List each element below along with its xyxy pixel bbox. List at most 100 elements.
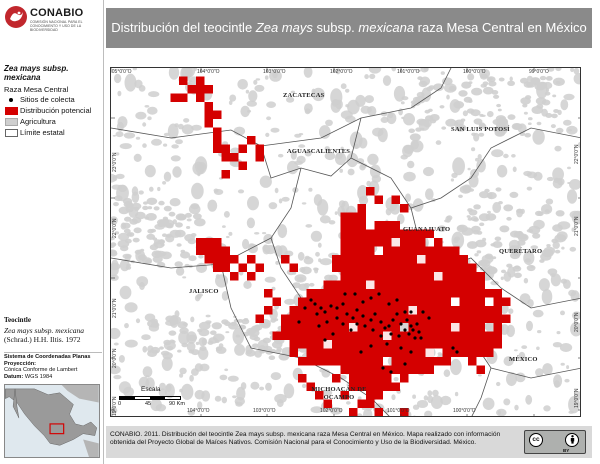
distribution-cell — [204, 110, 213, 119]
agriculture-patch — [523, 277, 529, 284]
distribution-cell — [459, 348, 468, 357]
distribution-cell — [408, 229, 417, 238]
distribution-cell — [349, 408, 358, 416]
agriculture-patch — [540, 252, 552, 261]
distribution-cell — [221, 153, 230, 162]
distribution-cell — [374, 255, 383, 264]
distribution-cell — [383, 272, 392, 281]
distribution-cell — [221, 255, 230, 264]
agriculture-patch — [145, 213, 157, 221]
agriculture-patch — [131, 202, 142, 210]
agriculture-patch — [310, 230, 322, 242]
distribution-cell — [196, 238, 205, 247]
collection-site-point — [413, 336, 417, 340]
agriculture-patch — [193, 68, 197, 71]
agriculture-patch — [553, 109, 559, 113]
bottom-tick-label: 101°0'0"O — [387, 408, 410, 414]
agriculture-patch — [319, 125, 331, 139]
agriculture-patch — [186, 341, 196, 352]
agriculture-patch — [115, 152, 120, 156]
agriculture-patch — [303, 68, 313, 78]
distribution-cell — [459, 280, 468, 289]
distribution-cell — [315, 289, 324, 298]
agriculture-patch — [510, 230, 520, 238]
agriculture-patch — [175, 139, 183, 145]
distribution-cell — [417, 314, 426, 323]
agriculture-patch — [496, 164, 508, 178]
distribution-cell — [400, 289, 409, 298]
distribution-cell — [340, 221, 349, 230]
agriculture-patch — [403, 113, 415, 126]
agriculture-patch — [157, 222, 165, 228]
agriculture-patch — [439, 105, 445, 109]
agriculture-patch — [177, 349, 182, 353]
agriculture-patch — [458, 194, 463, 198]
distribution-cell — [400, 297, 409, 306]
collection-site-point — [341, 302, 345, 306]
distribution-cell — [357, 238, 366, 247]
agriculture-patch — [462, 110, 468, 117]
agriculture-patch — [162, 181, 167, 185]
agriculture-patch — [287, 160, 299, 175]
agriculture-patch — [471, 87, 483, 96]
distribution-cell — [255, 314, 264, 323]
agriculture-patch — [440, 395, 452, 406]
agriculture-patch — [198, 328, 210, 337]
agriculture-patch — [252, 343, 259, 349]
distribution-cell — [230, 272, 239, 281]
distribution-cell — [417, 365, 426, 374]
top-tick-label: 101°0'0"O — [397, 69, 420, 75]
agriculture-patch — [174, 310, 180, 318]
scale-bar: Escala 0 45 90 Km — [115, 386, 189, 414]
distribution-cell — [255, 263, 264, 272]
agriculture-patch — [131, 186, 139, 196]
agriculture-patch — [368, 68, 382, 74]
distribution-cell — [187, 85, 196, 94]
distribution-cell — [349, 221, 358, 230]
agriculture-patch — [155, 404, 167, 412]
agriculture-patch — [425, 188, 434, 200]
agriculture-patch — [198, 254, 204, 259]
agriculture-patch — [455, 123, 467, 132]
agriculture-patch — [147, 228, 154, 234]
bottom-tick-label: 100°0'0"O — [453, 408, 476, 414]
collection-site-point — [415, 322, 419, 326]
agriculture-patch — [355, 94, 366, 107]
agriculture-patch — [224, 321, 231, 327]
collection-site-point — [349, 328, 353, 332]
agriculture-patch — [191, 182, 204, 200]
agriculture-patch — [219, 374, 228, 381]
agriculture-patch — [310, 406, 324, 414]
distribution-cell — [400, 272, 409, 281]
creative-commons-badge[interactable]: cc BY — [524, 430, 586, 454]
distribution-cell — [425, 255, 434, 264]
distribution-cell — [298, 374, 307, 383]
distribution-cell — [383, 263, 392, 272]
distribution-cell — [366, 246, 375, 255]
agriculture-patch — [514, 349, 518, 352]
collection-site-point — [397, 334, 401, 338]
distribution-cell — [366, 348, 375, 357]
distribution-cell — [408, 280, 417, 289]
agriculture-patch — [181, 68, 193, 79]
agriculture-patch — [335, 68, 341, 75]
distribution-cell — [391, 229, 400, 238]
agriculture-patch — [494, 236, 502, 242]
state-boundary-line — [111, 68, 452, 147]
locator-map — [4, 384, 100, 458]
distribution-cell — [332, 348, 341, 357]
distribution-cell — [442, 323, 451, 332]
agriculture-swatch — [5, 118, 18, 126]
distribution-cell — [391, 357, 400, 366]
agriculture-patch — [188, 349, 195, 354]
agriculture-patch — [441, 126, 447, 130]
agriculture-patch — [179, 388, 183, 393]
agriculture-patch — [183, 118, 190, 123]
distribution-cell — [442, 348, 451, 357]
agriculture-patch — [573, 68, 580, 75]
distribution-cell — [204, 102, 213, 111]
scale-bar-graphic — [119, 396, 181, 400]
distribution-cell — [468, 306, 477, 315]
legend-item-label: Distribución potencial — [20, 106, 92, 115]
agriculture-patch — [338, 374, 347, 381]
